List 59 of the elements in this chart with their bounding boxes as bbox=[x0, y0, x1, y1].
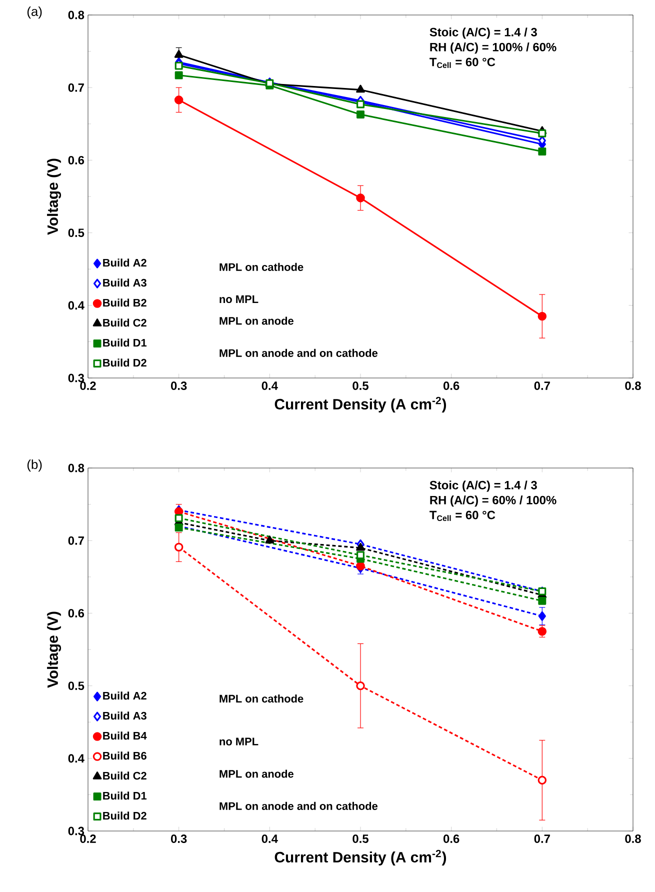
y-tick-label: 0.4 bbox=[68, 754, 84, 763]
annotation: no MPL bbox=[220, 295, 258, 304]
legend-label: Build B2 bbox=[103, 298, 146, 307]
x-tick-label: 0.8 bbox=[625, 382, 641, 390]
annotation: Stoic (A/C) = 1.4 / 3 bbox=[430, 28, 537, 39]
annotation: MPL on anode and on cathode bbox=[220, 348, 378, 357]
x-tick-label: 0.8 bbox=[625, 834, 641, 843]
legend-label: Build A3 bbox=[103, 712, 146, 720]
x-axis-title: Current Density (A cm$^{-2}$) bbox=[274, 850, 446, 866]
legend-label: Build D2 bbox=[103, 812, 146, 820]
annotation: MPL on anode bbox=[220, 316, 294, 325]
chart-title: (a) bbox=[27, 6, 42, 19]
y-tick-label: 0.5 bbox=[68, 228, 84, 238]
x-tick-label: 0.4 bbox=[262, 382, 278, 390]
annotation: RH (A/C) = 100% / 60% bbox=[430, 42, 556, 54]
y-tick-label: 0.8 bbox=[68, 464, 84, 472]
legend-label: Build A3 bbox=[103, 278, 146, 287]
y-tick-label: 0.3 bbox=[68, 374, 84, 382]
annotation: Stoic (A/C) = 1.4 / 3 bbox=[430, 480, 537, 492]
y-tick-label: 0.3 bbox=[68, 826, 84, 836]
legend-label: Build C2 bbox=[103, 318, 146, 327]
legend-label: Build A2 bbox=[103, 258, 146, 267]
x-tick-label: 0.6 bbox=[443, 834, 460, 843]
x-tick-label: 0.5 bbox=[352, 834, 368, 843]
legend-label: Build B4 bbox=[103, 732, 147, 740]
annotation: MPL on cathode bbox=[220, 694, 304, 703]
x-tick-label: 0.3 bbox=[170, 382, 187, 390]
legend-label: Build C2 bbox=[103, 772, 146, 780]
y-axis-title: Voltage (V) bbox=[47, 158, 62, 235]
annotation: MPL on anode bbox=[220, 770, 294, 778]
y-tick-label: 0.4 bbox=[68, 301, 84, 310]
legend-label: Build D2 bbox=[103, 358, 146, 367]
annotation: RH (A/C) = 60% / 100% bbox=[430, 496, 556, 507]
annotation: MPL on cathode bbox=[220, 262, 304, 271]
legend-label: Build D1 bbox=[103, 338, 147, 347]
annotation: T$_{Cell}$ = 60 °C bbox=[430, 510, 496, 522]
y-tick-label: 0.8 bbox=[68, 10, 84, 20]
x-tick-label: 0.4 bbox=[262, 834, 278, 843]
x-tick-label: 0.7 bbox=[534, 382, 550, 390]
y-tick-label: 0.7 bbox=[68, 536, 84, 545]
x-tick-label: 0.7 bbox=[534, 834, 550, 843]
x-tick-label: 0.5 bbox=[352, 382, 368, 390]
legend-label: Build D1 bbox=[103, 792, 147, 800]
annotation: MPL on anode and on cathode bbox=[220, 802, 378, 810]
x-tick-label: 0.2 bbox=[80, 834, 96, 843]
annotation: no MPL bbox=[220, 738, 258, 746]
y-tick-label: 0.5 bbox=[68, 682, 84, 690]
x-tick-label: 0.6 bbox=[443, 382, 460, 390]
chart-title: (b) bbox=[27, 460, 42, 472]
x-tick-label: 0.2 bbox=[80, 382, 96, 390]
x-axis-title: Current Density (A cm$^{-2}$) bbox=[274, 396, 446, 412]
legend-label: Build A2 bbox=[103, 692, 146, 700]
x-tick-label: 0.3 bbox=[170, 834, 187, 844]
y-axis-title: Voltage (V) bbox=[47, 612, 62, 688]
annotation: T$_{Cell}$ = 60 °C bbox=[430, 58, 496, 68]
y-tick-label: 0.7 bbox=[68, 83, 84, 92]
legend-label: Build B6 bbox=[103, 752, 146, 760]
y-tick-label: 0.6 bbox=[68, 608, 84, 618]
y-tick-label: 0.6 bbox=[68, 156, 84, 164]
